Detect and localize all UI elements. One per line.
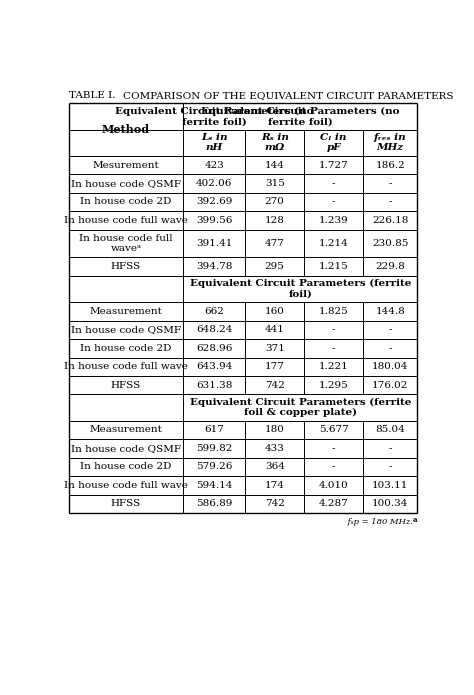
Text: 423: 423	[204, 161, 224, 170]
Text: 103.11: 103.11	[372, 481, 409, 490]
Text: fᵣₑₛ in
MHz: fᵣₑₛ in MHz	[374, 133, 407, 152]
Text: In house code full
waveᵃ: In house code full waveᵃ	[79, 234, 173, 253]
Text: 1.221: 1.221	[319, 362, 348, 371]
Text: 100.34: 100.34	[372, 499, 409, 508]
Text: 662: 662	[204, 306, 224, 316]
Text: 394.78: 394.78	[196, 262, 232, 271]
Text: 579.26: 579.26	[196, 462, 232, 471]
Text: 295: 295	[265, 262, 285, 271]
Text: -: -	[332, 444, 335, 453]
Text: HFSS: HFSS	[111, 499, 141, 508]
Text: 742: 742	[265, 499, 285, 508]
Text: TABLE I.: TABLE I.	[69, 91, 115, 100]
Text: 144.8: 144.8	[375, 306, 405, 316]
Text: -: -	[388, 344, 392, 353]
Text: 315: 315	[265, 179, 285, 188]
Text: Method: Method	[102, 124, 150, 135]
Text: 402.06: 402.06	[196, 179, 232, 188]
Text: 617: 617	[204, 425, 224, 434]
Text: 180.04: 180.04	[372, 362, 409, 371]
Text: 399.56: 399.56	[196, 216, 232, 225]
Text: -: -	[388, 462, 392, 471]
Text: -: -	[332, 179, 335, 188]
Text: In house code 2D: In house code 2D	[80, 462, 172, 471]
Text: HFSS: HFSS	[111, 262, 141, 271]
Text: 128: 128	[265, 216, 285, 225]
Text: 1.239: 1.239	[319, 216, 348, 225]
Text: -: -	[332, 344, 335, 353]
Text: -: -	[332, 197, 335, 206]
Text: In house code 2D: In house code 2D	[80, 197, 172, 206]
Text: Equivalent Circuit Parameters (no
ferrite foil): Equivalent Circuit Parameters (no ferrit…	[201, 107, 400, 126]
Text: 5.677: 5.677	[319, 425, 348, 434]
Text: -: -	[332, 462, 335, 471]
Text: 648.24: 648.24	[196, 325, 232, 334]
Text: 586.89: 586.89	[196, 499, 232, 508]
Text: 1.295: 1.295	[319, 381, 348, 390]
Text: -: -	[388, 197, 392, 206]
Text: -: -	[332, 325, 335, 334]
Text: 392.69: 392.69	[196, 197, 232, 206]
Text: In house code full wave: In house code full wave	[64, 216, 188, 225]
Text: 594.14: 594.14	[196, 481, 232, 490]
Text: 643.94: 643.94	[196, 362, 232, 371]
Text: 391.41: 391.41	[196, 239, 232, 248]
Text: 229.8: 229.8	[375, 262, 405, 271]
Text: COMPARISON OF THE EQUIVALENT CIRCUIT PARAMETERS: COMPARISON OF THE EQUIVALENT CIRCUIT PAR…	[123, 91, 453, 100]
Text: 4.010: 4.010	[319, 481, 348, 490]
Text: 270: 270	[265, 197, 285, 206]
Text: a: a	[413, 516, 417, 524]
Text: Equivalent Circuit Parameters (ferrite
foil & copper plate): Equivalent Circuit Parameters (ferrite f…	[190, 398, 411, 418]
Text: -: -	[388, 179, 392, 188]
Text: Cₗ in
pF: Cₗ in pF	[320, 133, 347, 152]
Text: 1.727: 1.727	[319, 161, 348, 170]
Text: 1.825: 1.825	[319, 306, 348, 316]
Text: 371: 371	[265, 344, 285, 353]
Text: In house code QSMF: In house code QSMF	[71, 179, 181, 188]
Text: In house code QSMF: In house code QSMF	[71, 325, 181, 334]
Text: 4.287: 4.287	[319, 499, 348, 508]
Text: 226.18: 226.18	[372, 216, 409, 225]
Text: In house code full wave: In house code full wave	[64, 481, 188, 490]
Text: -: -	[388, 325, 392, 334]
Text: 364: 364	[265, 462, 285, 471]
Text: In house code full wave: In house code full wave	[64, 362, 188, 371]
Text: 160: 160	[265, 306, 285, 316]
Text: In house code QSMF: In house code QSMF	[71, 444, 181, 453]
Text: Measurement: Measurement	[90, 425, 162, 434]
Text: Mesurement: Mesurement	[92, 161, 159, 170]
Text: fₛp = 180 MHz.: fₛp = 180 MHz.	[345, 518, 413, 526]
Text: 176.02: 176.02	[372, 381, 409, 390]
Text: 1.215: 1.215	[319, 262, 348, 271]
Text: 631.38: 631.38	[196, 381, 232, 390]
Text: Lₛ in
nH: Lₛ in nH	[201, 133, 228, 152]
Text: Equivalent Circuit Parameters (no
ferrite foil): Equivalent Circuit Parameters (no ferrit…	[115, 107, 313, 126]
Text: 177: 177	[265, 362, 285, 371]
Text: 174: 174	[265, 481, 285, 490]
Text: Measurement: Measurement	[90, 306, 162, 316]
Text: In house code 2D: In house code 2D	[80, 344, 172, 353]
Text: 441: 441	[265, 325, 285, 334]
Text: 144: 144	[265, 161, 285, 170]
Text: HFSS: HFSS	[111, 381, 141, 390]
Text: 1.214: 1.214	[319, 239, 348, 248]
Text: 180: 180	[265, 425, 285, 434]
Text: 742: 742	[265, 381, 285, 390]
Text: 477: 477	[265, 239, 285, 248]
Text: 85.04: 85.04	[375, 425, 405, 434]
Text: Rₛ in
mΩ: Rₛ in mΩ	[261, 133, 289, 152]
Text: Equivalent Circuit Parameters (ferrite
foil): Equivalent Circuit Parameters (ferrite f…	[190, 279, 411, 299]
Text: 599.82: 599.82	[196, 444, 232, 453]
Text: 230.85: 230.85	[372, 239, 409, 248]
Text: 186.2: 186.2	[375, 161, 405, 170]
Text: 628.96: 628.96	[196, 344, 232, 353]
Text: 433: 433	[265, 444, 285, 453]
Text: -: -	[388, 444, 392, 453]
